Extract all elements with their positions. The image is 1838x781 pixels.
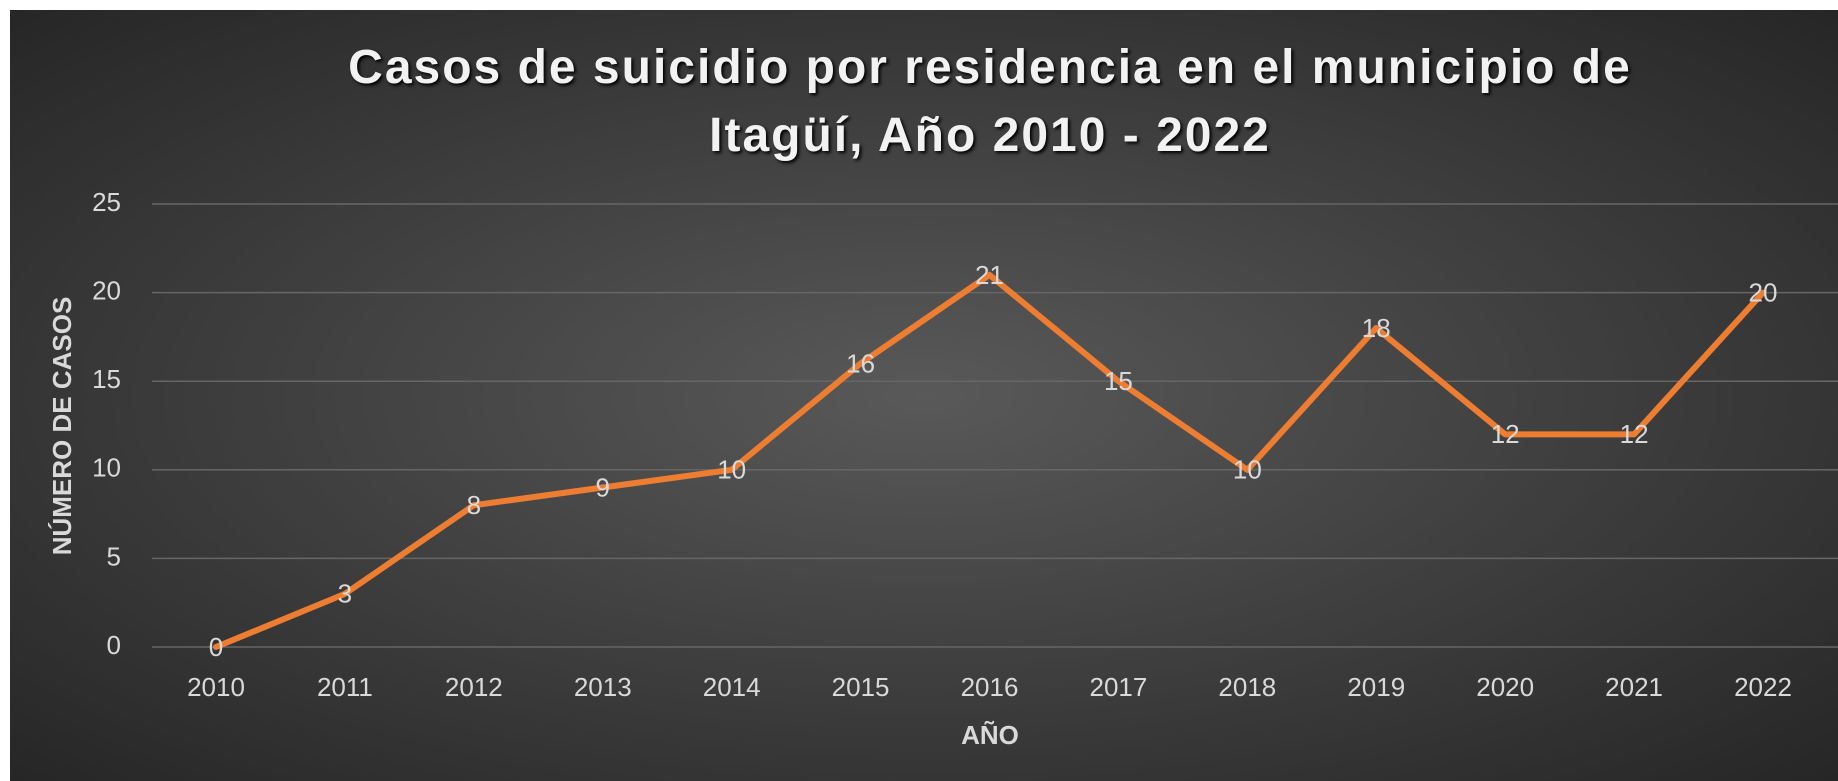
y-tick-label: 25	[92, 187, 121, 217]
x-tick-label: 2021	[1605, 672, 1663, 702]
line	[213, 271, 1766, 650]
data-label: 20	[1749, 277, 1778, 307]
x-tick-label: 2014	[703, 672, 761, 702]
x-axis-label: AÑO	[961, 720, 1019, 750]
x-tick-label: 2013	[574, 672, 632, 702]
chart-background	[10, 10, 1838, 781]
data-label: 9	[596, 472, 610, 502]
y-tick-label: 15	[92, 364, 121, 394]
data-label: 21	[975, 260, 1004, 290]
x-tick-label: 2020	[1476, 672, 1534, 702]
y-tick-label: 20	[92, 275, 121, 305]
data-label: 10	[717, 455, 746, 485]
x-tick-label: 2010	[187, 672, 245, 702]
data-label: 10	[1233, 455, 1262, 485]
data-label: 16	[846, 348, 875, 378]
x-tick-label: 2018	[1218, 672, 1276, 702]
data-label: 3	[338, 579, 352, 609]
data-label: 15	[1104, 366, 1133, 396]
chart-title: Casos de suicidio por residencia en el m…	[348, 41, 1632, 162]
y-tick-label: 10	[92, 453, 121, 483]
x-tick-label: 2015	[832, 672, 890, 702]
x-tick-label: 2019	[1347, 672, 1405, 702]
y-tick-label: 5	[107, 541, 121, 571]
x-tick-label: 2016	[961, 672, 1019, 702]
x-tick-label: 2011	[317, 672, 373, 702]
data-label: 8	[467, 490, 481, 520]
y-tick-label: 0	[107, 630, 121, 660]
x-tick-label: 2012	[445, 672, 503, 702]
data-label: 18	[1362, 313, 1391, 343]
x-tick-label: 2017	[1089, 672, 1147, 702]
y-axis-label: NÚMERO DE CASOS	[47, 297, 77, 556]
data-label: 12	[1620, 419, 1649, 449]
data-label: 12	[1491, 419, 1520, 449]
x-tick-label: 2022	[1734, 672, 1792, 702]
data-label: 0	[209, 632, 223, 662]
